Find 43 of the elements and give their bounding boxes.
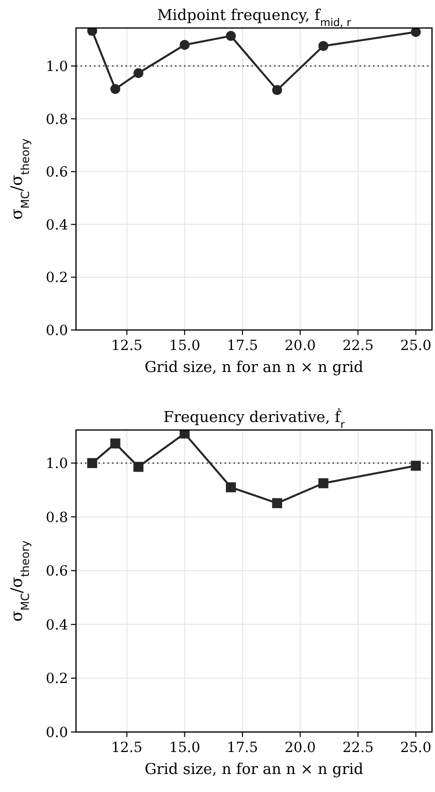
y-tick-label: 0.0 [46,323,68,339]
point [410,28,421,37]
point [110,84,120,94]
y-tick-label: 0.4 [46,217,68,234]
point [318,478,328,488]
y-tick-label: 0.4 [46,617,68,634]
x-tick-label: 15.0 [169,338,200,354]
chart-title: Frequency derivative, ḟ$_{r}$ [163,408,346,431]
x-tick-label: 20.0 [284,338,316,354]
y-tick-label: 0.6 [46,564,68,580]
x-tick-label: 12.5 [111,740,142,756]
point [410,460,421,471]
point [180,40,190,50]
point [180,430,190,438]
x-axis-title: Grid size, n for an n × n grid [144,358,364,376]
point [226,30,236,41]
y-tick-label: 0.0 [46,725,68,741]
point [226,482,236,492]
x-tick-label: 17.5 [226,338,258,354]
point [272,498,282,508]
y-tick-label: 1.0 [46,59,68,76]
x-tick-label: 15.0 [169,740,200,756]
x-tick-label: 22.5 [342,338,374,354]
y-tick-label: 0.2 [46,270,68,286]
y-tick-label: 0.8 [46,510,68,526]
chart-title: Midpoint frequency, f$_{mid, r}$ [157,6,352,29]
point [133,462,144,472]
point [272,85,282,96]
point [318,40,328,51]
x-tick-label: 25.0 [400,338,432,354]
y-tick-label: 0.2 [46,671,68,688]
y-tick-label: 0.8 [46,112,68,128]
x-tick-label: 22.5 [342,740,374,756]
x-tick-label: 20.0 [284,740,316,756]
x-tick-label: 17.5 [226,740,258,756]
point [133,68,144,78]
x-tick-label: 25.0 [400,740,432,756]
x-axis-title: Grid size, n for an n × n grid [144,760,364,778]
point [110,438,120,448]
point [87,458,98,468]
y-tick-label: 0.6 [46,164,68,181]
y-tick-label: 1.0 [46,456,68,472]
x-tick-label: 12.5 [111,338,142,354]
